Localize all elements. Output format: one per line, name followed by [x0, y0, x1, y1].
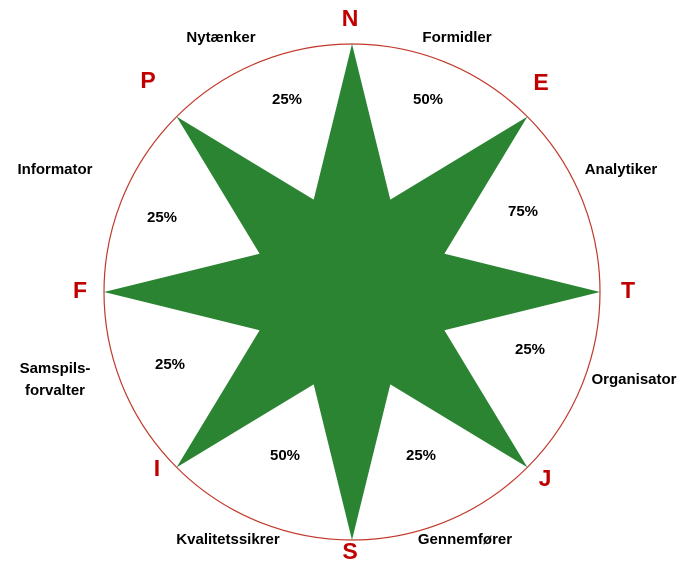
role-label: Informator: [18, 161, 93, 178]
role-label: Analytiker: [585, 161, 658, 178]
percent-label: 25%: [515, 341, 545, 358]
role-label: Kvalitetssikrer: [176, 531, 280, 548]
role-label: Gennemfører: [418, 531, 512, 548]
percent-label: 25%: [155, 356, 185, 373]
direction-letter: N: [342, 5, 359, 31]
role-label: Formidler: [422, 29, 491, 46]
direction-letter: F: [73, 277, 87, 303]
percent-label: 75%: [508, 203, 538, 220]
direction-letter: T: [621, 277, 635, 303]
role-label: Samspils-forvalter: [20, 360, 91, 399]
percent-label: 50%: [270, 447, 300, 464]
percent-label: 50%: [413, 91, 443, 108]
role-label: Organisator: [591, 371, 676, 388]
direction-letter: E: [533, 69, 548, 95]
percent-label: 25%: [272, 91, 302, 108]
percent-label: 25%: [406, 447, 436, 464]
direction-letter: P: [140, 67, 155, 93]
role-label: Nytænker: [186, 29, 255, 46]
direction-letter: S: [342, 538, 357, 564]
star: [104, 44, 600, 540]
direction-letter: J: [539, 465, 552, 491]
direction-letter: I: [154, 455, 160, 481]
percent-label: 25%: [147, 209, 177, 226]
